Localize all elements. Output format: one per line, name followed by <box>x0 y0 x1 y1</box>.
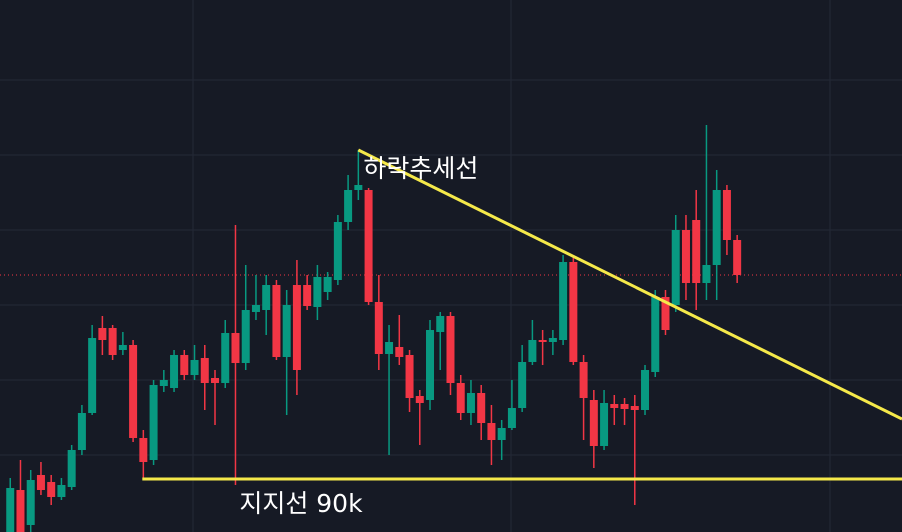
candle-body <box>733 240 742 275</box>
candle-body <box>641 370 650 410</box>
candle-body <box>395 347 404 357</box>
candle-body <box>303 285 312 306</box>
candle-body <box>26 480 35 525</box>
candle-body <box>497 428 506 440</box>
candle-body <box>374 302 383 354</box>
candle-body <box>241 310 250 363</box>
candle-body <box>364 190 373 302</box>
candle-body <box>630 406 639 410</box>
candle-body <box>313 277 322 307</box>
candle-body <box>528 340 537 362</box>
candle-body <box>518 362 527 408</box>
candle-body <box>466 393 475 413</box>
candle-body <box>702 265 711 283</box>
candle-body <box>589 400 598 446</box>
candle-body <box>6 488 15 532</box>
candle-body <box>211 378 220 383</box>
candle-body <box>231 333 240 363</box>
candle-body <box>692 220 701 283</box>
candle-body <box>88 338 97 413</box>
candle-body <box>579 362 588 398</box>
candle-body <box>67 450 76 487</box>
candle-body <box>129 345 138 438</box>
candle-body <box>620 404 629 409</box>
candle-body <box>436 316 445 332</box>
candle-body <box>272 285 281 357</box>
candle-body <box>405 355 414 398</box>
candle-body <box>507 408 516 428</box>
candle-body <box>200 358 209 383</box>
candle-body <box>16 490 25 532</box>
candle-body <box>456 383 465 413</box>
candle-body <box>477 393 486 423</box>
candle-body <box>651 297 660 372</box>
candle-body <box>671 230 680 305</box>
candle-body <box>344 190 353 222</box>
candle-body <box>190 360 199 375</box>
candle-body <box>610 404 619 408</box>
candle-body <box>446 316 455 383</box>
candle-body <box>139 438 148 462</box>
candle-body <box>251 305 260 312</box>
candle-body <box>333 222 342 280</box>
candle-body <box>180 355 189 375</box>
candle-body <box>98 328 107 340</box>
candle-body <box>47 482 56 497</box>
candle-body <box>559 262 568 340</box>
candle-body <box>118 345 127 350</box>
candle-body <box>354 185 363 190</box>
line-label: 하락추세선 <box>363 154 478 183</box>
candle-body <box>323 277 332 292</box>
candle-body <box>262 285 271 310</box>
candle-body <box>600 403 609 446</box>
drawn-line <box>357 148 902 421</box>
candle-body <box>170 355 179 388</box>
candle-body <box>282 305 291 357</box>
candle-body <box>292 285 301 370</box>
candle-body <box>661 297 670 330</box>
candle-body <box>722 190 731 240</box>
candle-body <box>77 413 86 450</box>
candle-body <box>548 338 557 342</box>
candle-body <box>36 475 45 490</box>
candle-body <box>57 485 66 497</box>
candle-body <box>681 230 690 283</box>
candle-body <box>426 330 435 400</box>
candle-body <box>415 396 424 403</box>
candle-body <box>487 423 496 440</box>
candle-body <box>221 333 230 383</box>
candle-body <box>385 342 394 354</box>
candle-body <box>149 385 158 460</box>
candle-body <box>159 380 168 386</box>
candle-body <box>538 340 547 342</box>
candle-body <box>712 190 721 265</box>
candle-body <box>108 328 117 355</box>
candle-body <box>569 262 578 362</box>
line-label: 지지선 90k <box>239 489 363 518</box>
